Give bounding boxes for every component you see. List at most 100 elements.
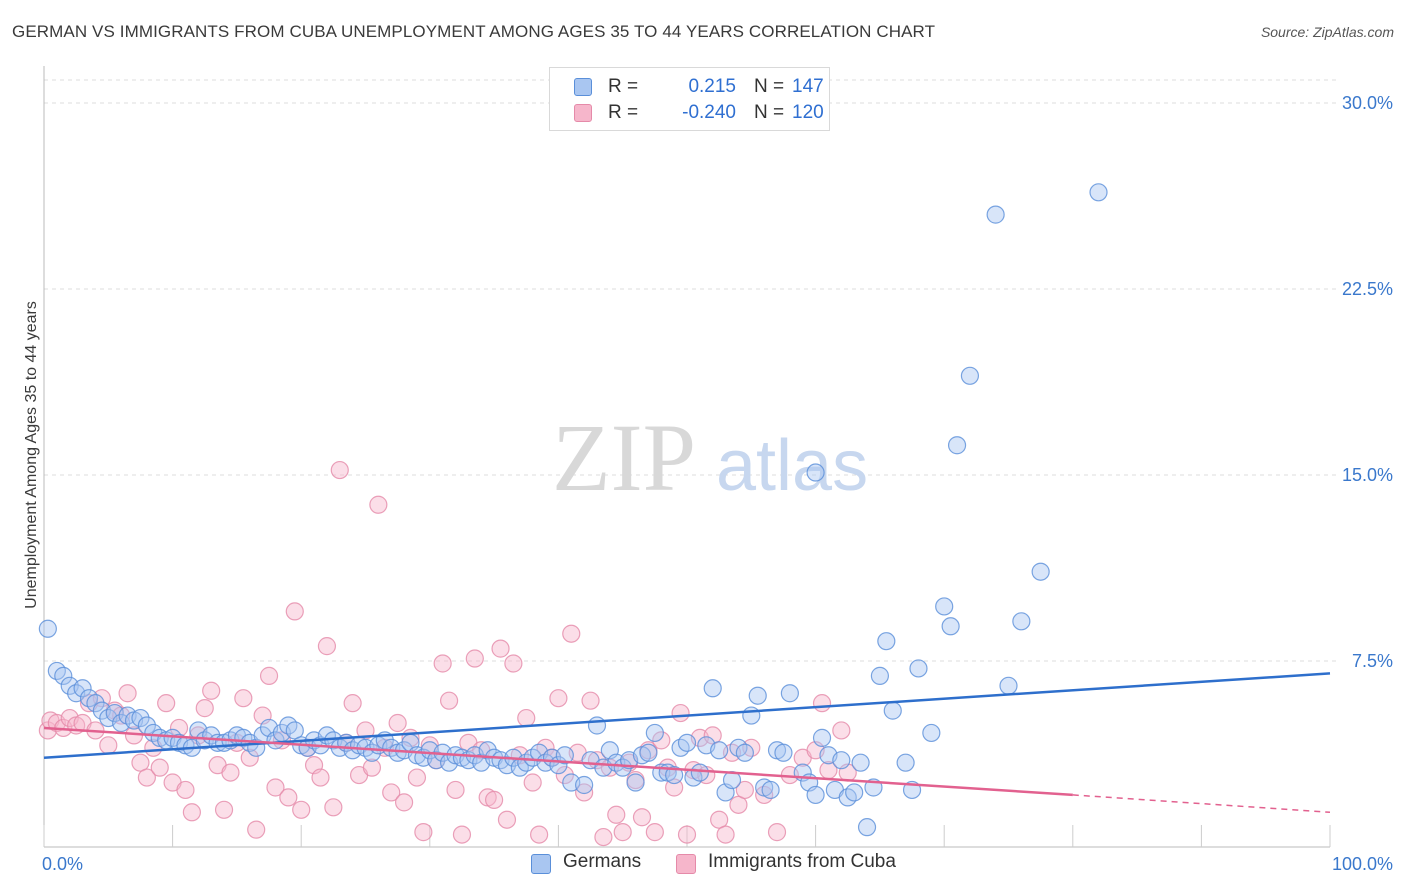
german-point xyxy=(690,763,709,782)
cuba-point xyxy=(446,780,465,800)
cuba-point xyxy=(607,805,626,824)
cuba-point xyxy=(555,765,574,785)
cuba-point xyxy=(247,820,266,839)
r-value: -0.240 xyxy=(682,102,736,123)
german-point xyxy=(812,728,832,747)
cuba-point xyxy=(767,823,787,842)
series-immigrants-cuba xyxy=(38,460,857,847)
cuba-point xyxy=(343,694,362,713)
german-point xyxy=(1089,183,1108,202)
german-point xyxy=(710,741,729,760)
n-value: 147 xyxy=(792,76,824,97)
watermark: ZIP atlas xyxy=(552,404,868,511)
german-point xyxy=(935,597,954,616)
german-point xyxy=(896,753,915,772)
x-tick-label-min: 0.0% xyxy=(42,854,83,874)
german-point xyxy=(587,716,607,735)
y-axis-label: Unemployment Among Ages 35 to 44 years xyxy=(23,301,40,609)
cuba-point xyxy=(465,649,484,668)
german-point xyxy=(613,758,632,777)
cuba-point xyxy=(311,768,330,787)
german-point xyxy=(941,617,960,636)
cuba-point xyxy=(549,689,568,708)
cuba-point xyxy=(594,827,613,847)
german-point xyxy=(626,773,645,792)
cuba-point xyxy=(266,778,285,797)
cuba-point xyxy=(324,798,343,817)
german-point xyxy=(806,785,825,805)
german-point xyxy=(999,676,1018,695)
germans-swatch xyxy=(574,78,592,96)
cuba-point xyxy=(581,691,600,710)
german-point xyxy=(832,751,851,770)
cuba-point xyxy=(812,694,832,713)
german-point xyxy=(677,733,697,752)
grid-lines xyxy=(44,79,1340,662)
cuba-point xyxy=(677,825,697,844)
cuba-point xyxy=(523,773,542,792)
german-point xyxy=(780,684,799,703)
n-label: N = xyxy=(754,76,785,97)
german-point xyxy=(851,753,870,772)
cuba-point xyxy=(388,713,407,733)
cuba-point xyxy=(202,681,221,700)
german-point xyxy=(761,780,780,800)
german-point xyxy=(131,708,150,728)
cuba-trend-extension xyxy=(1072,794,1331,814)
x-tick-label-max: 100.0% xyxy=(1332,854,1393,874)
german-point xyxy=(883,701,902,720)
cuba-legend-label: Immigrants from Cuba xyxy=(708,851,896,872)
cuba-point xyxy=(240,748,259,767)
german-point xyxy=(909,659,928,678)
cuba-point xyxy=(150,758,169,777)
cuba-point xyxy=(317,637,337,656)
n-label: N = xyxy=(754,102,785,123)
cuba-point xyxy=(414,823,433,842)
cuba-point xyxy=(182,803,201,822)
german-point xyxy=(266,731,285,750)
german-point xyxy=(1012,612,1031,631)
cuba-point xyxy=(504,654,523,673)
german-point xyxy=(870,666,890,685)
axes xyxy=(43,66,1331,848)
tick-labels: 7.5% 15.0% 22.5% 30.0% 0.0% 100.0% xyxy=(42,93,1393,874)
cuba-point xyxy=(652,731,671,750)
german-point xyxy=(86,694,105,713)
cuba-point xyxy=(259,666,279,685)
german-point xyxy=(1031,562,1050,581)
r-value: 0.215 xyxy=(688,76,736,97)
german-point xyxy=(857,818,877,837)
cuba-point xyxy=(575,783,594,802)
german-point xyxy=(575,775,594,795)
cuba-point xyxy=(330,460,349,480)
cuba-point xyxy=(234,689,253,708)
watermark-atlas: atlas xyxy=(716,426,868,506)
german-point xyxy=(735,743,754,762)
german-point xyxy=(555,746,574,765)
cuba-swatch xyxy=(574,104,592,122)
german-point xyxy=(478,741,497,760)
cuba-point xyxy=(716,825,735,844)
german-point xyxy=(845,783,864,802)
cuba-point xyxy=(735,780,754,800)
cuba-legend-swatch xyxy=(676,854,696,874)
cuba-point xyxy=(214,800,234,819)
chart-title: GERMAN VS IMMIGRANTS FROM CUBA UNEMPLOYM… xyxy=(12,22,936,41)
cuba-point xyxy=(517,708,536,728)
german-point xyxy=(774,743,793,762)
cuba-point xyxy=(157,694,176,713)
cuba-point xyxy=(292,800,311,819)
r-label: R = xyxy=(608,76,639,97)
y-tick-label: 22.5% xyxy=(1342,279,1393,299)
german-point xyxy=(645,723,664,743)
cuba-point xyxy=(362,758,382,777)
german-point xyxy=(986,205,1005,224)
cuba-point xyxy=(497,810,517,829)
cuba-point xyxy=(433,654,452,673)
german-point xyxy=(877,632,896,651)
cuba-point xyxy=(485,790,504,809)
german-point xyxy=(947,436,967,455)
trend-lines xyxy=(43,672,1331,814)
watermark-zip: ZIP xyxy=(552,404,696,511)
